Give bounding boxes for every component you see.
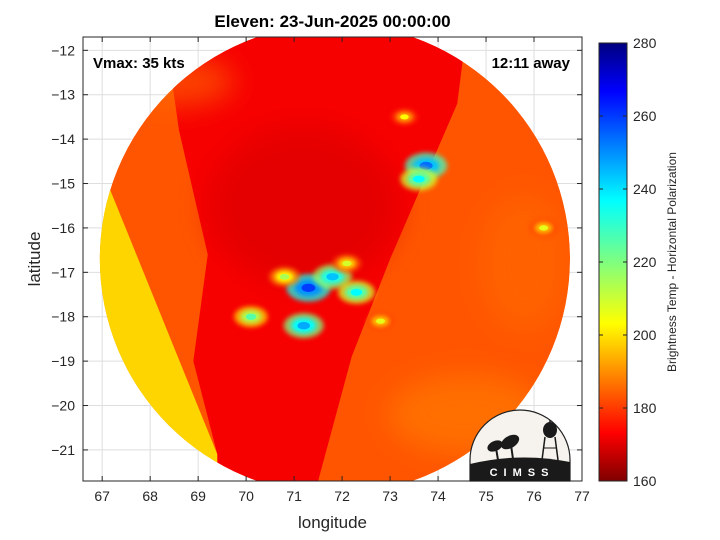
cimss-logo: CIMSS <box>469 409 571 482</box>
y-tick-label: −20 <box>51 398 75 414</box>
x-axis-ticks: 67 68 69 70 71 72 73 74 75 76 77 <box>94 37 590 504</box>
x-tick-label: 73 <box>382 488 398 504</box>
colorbar-tick-label: 220 <box>633 254 657 270</box>
y-tick-label: −17 <box>51 264 75 280</box>
x-tick-label: 76 <box>526 488 542 504</box>
y-axis-label: latitude <box>25 232 44 287</box>
time-away-label: 12:11 away <box>492 55 571 72</box>
x-tick-label: 67 <box>94 488 110 504</box>
y-tick-label: −19 <box>51 353 75 369</box>
x-tick-label: 75 <box>478 488 494 504</box>
logo-text: CIMSS <box>490 467 555 479</box>
colorbar-label: Brightness Temp - Horizontal Polarizatio… <box>665 152 679 372</box>
x-tick-label: 70 <box>238 488 254 504</box>
y-tick-label: −16 <box>51 220 75 236</box>
y-tick-label: −14 <box>51 131 75 147</box>
x-tick-label: 77 <box>574 488 590 504</box>
convective-cell <box>338 280 375 304</box>
x-tick-label: 69 <box>190 488 206 504</box>
y-tick-label: −13 <box>51 87 75 103</box>
colorbar-ticks: 160 180 200 220 240 260 280 <box>599 35 657 489</box>
chart-title: Eleven: 23-Jun-2025 00:00:00 <box>214 12 450 31</box>
colorbar-tick-label: 160 <box>633 473 657 489</box>
convective-cell <box>529 219 558 237</box>
plot-frame <box>82 36 583 482</box>
colorbar-tick-label: 180 <box>633 400 657 416</box>
convective-cell <box>400 167 438 191</box>
convective-cell <box>332 254 362 273</box>
convective-cells <box>234 108 558 339</box>
y-tick-label: −21 <box>51 442 75 458</box>
colorbar-tick-label: 280 <box>633 35 657 51</box>
y-tick-label: −12 <box>51 42 75 58</box>
colorbar-tick-label: 200 <box>633 327 657 343</box>
x-tick-label: 71 <box>286 488 302 504</box>
convective-cell <box>366 312 395 330</box>
convective-cell <box>234 306 268 328</box>
vmax-label: Vmax: 35 kts <box>93 55 185 72</box>
x-tick-label: 72 <box>334 488 350 504</box>
x-axis-label: longitude <box>298 513 367 532</box>
convective-cell <box>269 267 300 287</box>
y-tick-label: −15 <box>51 176 75 192</box>
convective-cell <box>390 108 419 126</box>
y-tick-label: −18 <box>51 309 75 325</box>
colorbar-tick-label: 240 <box>633 181 657 197</box>
colorbar-tick-label: 260 <box>633 108 657 124</box>
colorbar: 160 180 200 220 240 260 280 Brightness Temp - … <box>598 35 679 489</box>
x-tick-label: 68 <box>142 488 158 504</box>
convective-cell <box>283 313 324 339</box>
x-tick-label: 74 <box>430 488 446 504</box>
y-axis-ticks: −12 −13 −14 −15 −16 −17 −18 −19 −20 −21 <box>51 42 582 458</box>
logo-art-icon <box>470 420 570 465</box>
